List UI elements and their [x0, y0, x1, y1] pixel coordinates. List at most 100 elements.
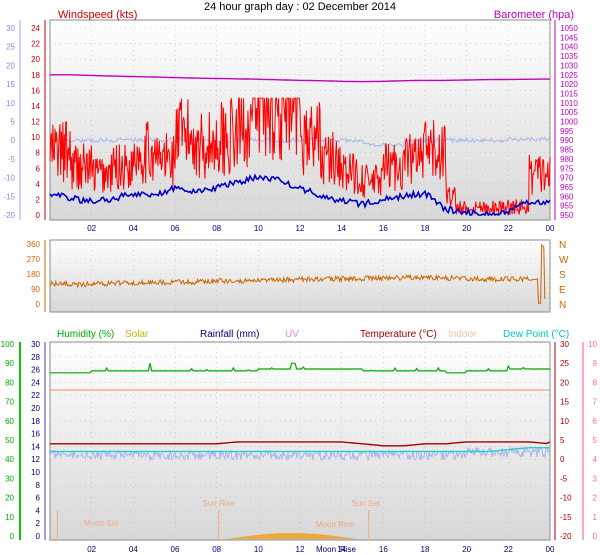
temp-tick-label: -20	[560, 532, 572, 541]
uv-tick-label: 7	[593, 398, 598, 407]
baro-tick-label: 1000	[560, 118, 578, 127]
temp-tick-label: -5	[8, 155, 16, 164]
temp-tick-label: 25	[560, 359, 569, 368]
temp-tick-label: -10	[560, 494, 572, 503]
rain-tick-label: 16	[31, 430, 40, 439]
baro-tick-label: 1025	[560, 71, 578, 80]
humidity-tick-label: 90	[5, 359, 14, 368]
rain-tick-label: 12	[31, 455, 40, 464]
baro-tick-label: 955	[560, 202, 574, 211]
x-tick-label: 22	[504, 545, 513, 554]
compass-label: W	[559, 255, 569, 266]
x-tick-label: 10	[254, 224, 263, 233]
x-tick-label: 22	[504, 224, 513, 233]
uv-tick-label: 3	[593, 474, 598, 483]
moon-rise-label: Moon Rise	[316, 520, 355, 529]
x-tick-label: 02	[87, 224, 96, 233]
baro-axis-title: Barometer (hpa)	[494, 9, 574, 21]
baro-tick-label: 950	[560, 211, 574, 220]
wind-tick-label: 10	[31, 133, 40, 142]
baro-tick-label: 1035	[560, 52, 578, 61]
x-tick-label: 14	[337, 224, 346, 233]
wind-tick-label: 20	[31, 55, 40, 64]
compass-label: E	[559, 285, 566, 296]
solar-title: Solar	[125, 329, 149, 340]
dir-tick-label: 180	[27, 270, 41, 279]
x-tick-label: 06	[171, 224, 180, 233]
x-tick-label: 10	[254, 545, 263, 554]
rain-tick-label: 26	[31, 366, 40, 375]
temp-tick-label: 5	[11, 118, 16, 127]
uv-tick-label: 8	[593, 378, 598, 387]
x-tick-label: 12	[296, 224, 305, 233]
humidity-tick-label: 70	[5, 398, 14, 407]
x-tick-label: 02	[87, 545, 96, 554]
temp-tick-label: 25	[6, 43, 15, 52]
dewpoint-line	[50, 447, 550, 453]
temp-tick-label: 15	[6, 80, 15, 89]
wind-avg-line	[49, 173, 551, 217]
humidity-tick-label: 60	[5, 417, 14, 426]
wind-tick-label: 12	[31, 118, 40, 127]
temperature-line	[50, 441, 551, 447]
x-tick-label: 14	[337, 545, 346, 554]
rain-tick-label: 10	[31, 468, 40, 477]
x-tick-label: 12	[296, 545, 305, 554]
apparent-temp-line	[49, 136, 551, 148]
dir-tick-label: 270	[27, 255, 41, 264]
uv-tick-label: 6	[593, 417, 598, 426]
wind-tick-label: 16	[31, 86, 40, 95]
temp-tick-label: 20	[560, 378, 569, 387]
baro-tick-label: 965	[560, 183, 574, 192]
baro-tick-label: 980	[560, 155, 574, 164]
baro-tick-label: 1015	[560, 89, 578, 98]
chart-title: 24 hour graph day : 02 December 2014	[204, 1, 396, 13]
baro-tick-label: 1030	[560, 61, 578, 70]
temp-tick-label: -5	[560, 474, 568, 483]
temp-tick-label: 30	[6, 24, 15, 33]
rain-tick-label: 8	[36, 481, 41, 490]
x-tick-label: 20	[462, 224, 471, 233]
temp-tick-label: 5	[560, 436, 565, 445]
rain-tick-label: 24	[31, 378, 40, 387]
compass-label: N	[559, 300, 566, 311]
rain-tick-label: 20	[31, 404, 40, 413]
baro-tick-label: 990	[560, 136, 574, 145]
wind-gust-line	[49, 97, 551, 215]
wind-tick-label: 22	[31, 40, 40, 49]
temperature-title: Temperature (°C)	[360, 329, 437, 340]
baro-tick-label: 1005	[560, 108, 578, 117]
x-tick-label: 08	[212, 224, 221, 233]
compass-label: N	[559, 240, 566, 251]
rain-tick-label: 28	[31, 353, 40, 362]
rise-bottom-label: Rise	[340, 545, 357, 554]
temp-tick-label: -15	[3, 192, 15, 201]
x-tick-label: 04	[129, 545, 138, 554]
x-tick-label: 16	[379, 224, 388, 233]
temp-tick-label: -10	[3, 174, 15, 183]
humidity-line	[50, 362, 550, 374]
rain-tick-label: 0	[36, 532, 41, 541]
temp-tick-label: -20	[3, 211, 15, 220]
baro-tick-label: 970	[560, 174, 574, 183]
uv-tick-label: 2	[593, 494, 598, 503]
rain-tick-label: 2	[36, 519, 41, 528]
humidity-tick-label: 30	[5, 474, 14, 483]
wind-tick-label: 0	[36, 211, 41, 220]
humidity-tick-label: 80	[5, 378, 14, 387]
x-tick-label: 20	[462, 545, 471, 554]
baro-tick-label: 1010	[560, 99, 578, 108]
rain-tick-label: 6	[36, 494, 41, 503]
uv-tick-label: 5	[593, 436, 598, 445]
rain-tick-label: 4	[36, 506, 41, 515]
x-tick-label: 00	[546, 545, 555, 554]
x-tick-label: 18	[421, 224, 430, 233]
dir-tick-label: 90	[31, 285, 40, 294]
temp-tick-label: 10	[6, 99, 15, 108]
dir-tick-label: 0	[36, 300, 41, 309]
baro-tick-label: 1040	[560, 43, 578, 52]
moon-set-label: Moon Set	[84, 519, 119, 528]
humidity-tick-label: 40	[5, 455, 14, 464]
temp-tick-label: 30	[560, 340, 569, 349]
sun-set-label: Sun Set	[352, 499, 381, 508]
